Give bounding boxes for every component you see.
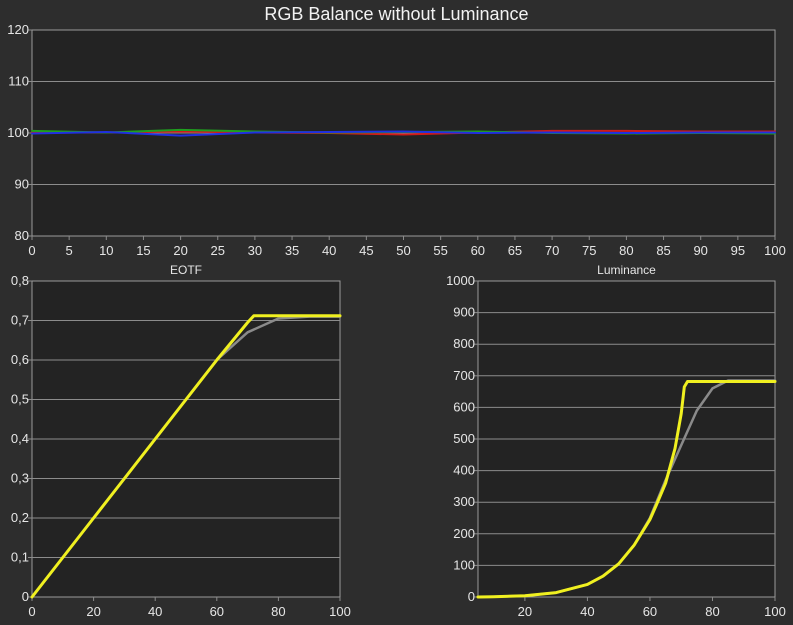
rgb-balance-x-tick-label: 0 [28, 243, 35, 258]
rgb-balance-x-tick-label: 85 [656, 243, 670, 258]
rgb-balance-x-tick-label: 55 [433, 243, 447, 258]
rgb-balance-y-tick-label: 90 [15, 177, 29, 192]
luminance-title: Luminance [597, 263, 656, 277]
eotf-x-tick-label: 20 [86, 604, 100, 619]
rgb-balance-y-tick-label: 80 [15, 228, 29, 243]
rgb-balance-x-tick-label: 95 [731, 243, 745, 258]
rgb-balance-x-tick-label: 65 [508, 243, 522, 258]
rgb-balance-x-tick-label: 15 [136, 243, 150, 258]
rgb-balance-x-tick-label: 40 [322, 243, 336, 258]
rgb-balance-x-tick-label: 100 [764, 243, 786, 258]
rgb-balance-x-tick-label: 80 [619, 243, 633, 258]
rgb-balance-x-tick-label: 30 [248, 243, 262, 258]
luminance-y-tick-label: 0 [468, 589, 475, 604]
luminance-y-tick-label: 600 [453, 399, 475, 414]
luminance-y-tick-label: 500 [453, 431, 475, 446]
rgb-balance-x-tick-label: 45 [359, 243, 373, 258]
luminance-y-tick-label: 900 [453, 305, 475, 320]
eotf-x-tick-label: 100 [329, 604, 351, 619]
luminance-y-tick-label: 100 [453, 557, 475, 572]
rgb-balance-x-tick-label: 10 [99, 243, 113, 258]
luminance-y-tick-label: 700 [453, 368, 475, 383]
rgb-balance-y-tick-label: 100 [7, 125, 29, 140]
eotf-y-tick-label: 0,6 [11, 352, 29, 367]
chart-title: RGB Balance without Luminance [264, 4, 529, 24]
eotf-y-tick-label: 0 [22, 589, 29, 604]
luminance-y-tick-label: 1000 [446, 273, 475, 288]
eotf-series-line-2 [30, 314, 342, 599]
rgb-balance-x-tick-label: 25 [211, 243, 225, 258]
eotf-title: EOTF [170, 263, 202, 277]
luminance-x-tick-label: 20 [518, 604, 532, 619]
eotf-y-tick-label: 0,1 [11, 550, 29, 565]
eotf-y-tick-label: 0,8 [11, 273, 29, 288]
luminance-y-tick-label: 300 [453, 494, 475, 509]
rgb-balance-series-line-3 [31, 130, 776, 137]
rgb-balance-x-tick-label: 50 [396, 243, 410, 258]
eotf-y-tick-label: 0,2 [11, 510, 29, 525]
luminance-y-tick-label: 800 [453, 336, 475, 351]
rgb-balance-y-tick-label: 110 [8, 74, 29, 89]
eotf-y-tick-label: 0,5 [11, 392, 29, 407]
rgb-balance-y-tick-label: 120 [7, 22, 29, 37]
eotf-y-tick-label: 0,7 [11, 313, 29, 328]
luminance-x-tick-label: 80 [705, 604, 719, 619]
luminance-y-tick-label: 400 [453, 463, 475, 478]
luminance-x-tick-label: 40 [580, 604, 594, 619]
rgb-balance-x-tick-label: 60 [471, 243, 485, 258]
rgb-balance-x-tick-label: 20 [173, 243, 187, 258]
rgb-balance-series-line-1 [31, 129, 776, 136]
luminance-x-tick-label: 100 [764, 604, 786, 619]
rgb-balance-x-tick-label: 35 [285, 243, 299, 258]
luminance-y-tick-label: 200 [453, 526, 475, 541]
eotf-x-tick-label: 80 [271, 604, 285, 619]
eotf-x-tick-label: 0 [28, 604, 35, 619]
luminance-x-tick-label: 60 [643, 604, 657, 619]
rgb-balance-x-tick-label: 75 [582, 243, 596, 258]
eotf-y-tick-label: 0,3 [11, 471, 29, 486]
luminance-series-line-2 [476, 380, 777, 599]
eotf-x-tick-label: 60 [210, 604, 224, 619]
rgb-balance-x-tick-label: 5 [66, 243, 73, 258]
rgb-balance-x-tick-label: 90 [693, 243, 707, 258]
rgb-balance-x-tick-label: 70 [545, 243, 559, 258]
eotf-y-tick-label: 0,4 [11, 431, 29, 446]
eotf-x-tick-label: 40 [148, 604, 162, 619]
